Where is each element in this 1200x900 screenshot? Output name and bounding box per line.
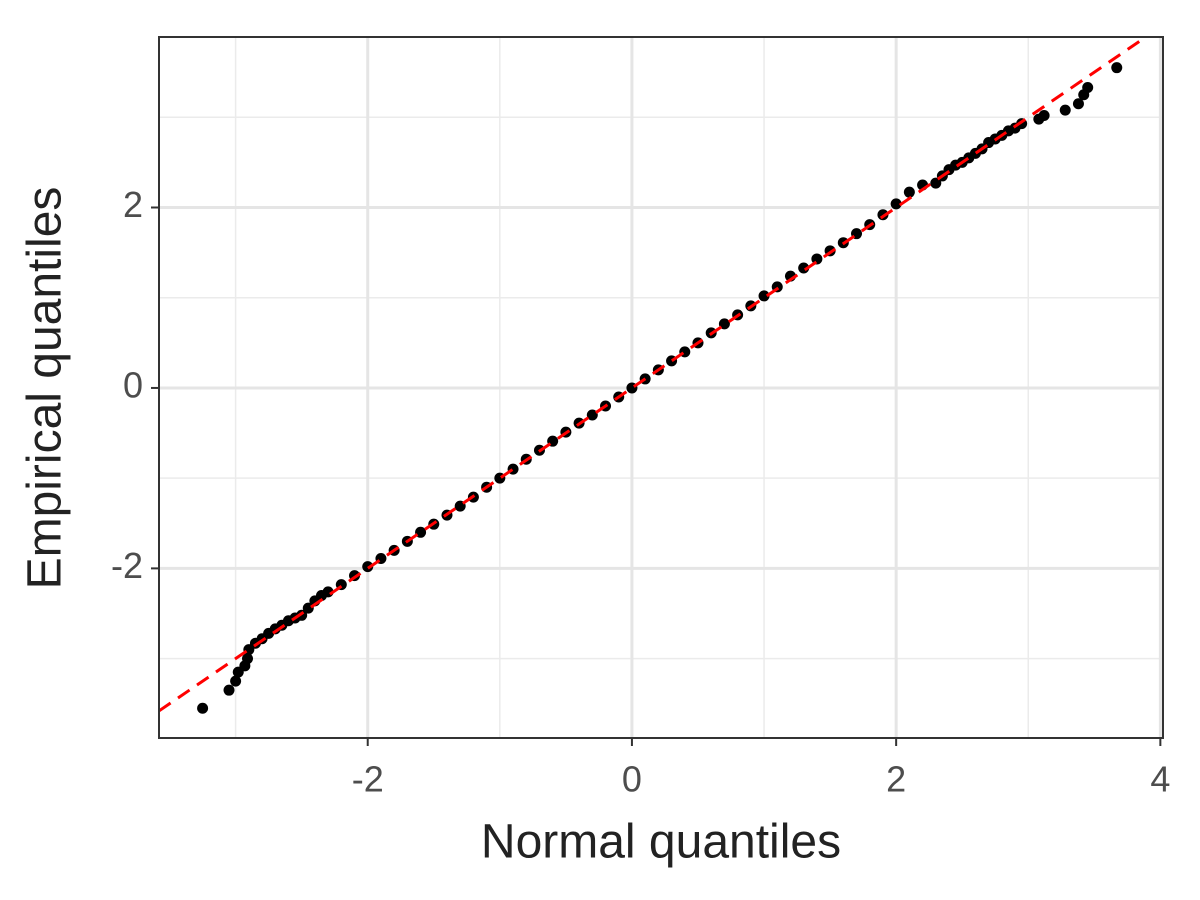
- point: [1038, 109, 1050, 121]
- point: [930, 177, 942, 189]
- y-tick-label: 0: [123, 364, 143, 405]
- x-tick-label: -2: [352, 759, 384, 800]
- point: [1111, 62, 1123, 74]
- point: [230, 675, 242, 687]
- x-tick-label: 0: [622, 759, 642, 800]
- reference-line: [159, 37, 1149, 713]
- marks: [159, 37, 1149, 714]
- point: [1059, 104, 1071, 116]
- point: [811, 253, 823, 265]
- point: [1082, 82, 1094, 94]
- point: [223, 684, 235, 696]
- point: [758, 290, 770, 302]
- y-tick-label: 2: [123, 184, 143, 225]
- point: [197, 702, 209, 714]
- x-axis-title: Normal quantiles: [481, 816, 841, 869]
- y-axis-title: Empirical quantiles: [19, 187, 72, 590]
- point: [718, 318, 730, 330]
- point: [798, 262, 810, 274]
- point: [903, 186, 915, 198]
- x-tick-label: 2: [886, 759, 906, 800]
- point: [242, 653, 254, 665]
- point: [890, 198, 902, 210]
- y-tick-label: -2: [111, 545, 143, 586]
- point: [1072, 98, 1084, 110]
- point: [586, 409, 598, 421]
- x-tick-label: 4: [1150, 759, 1170, 800]
